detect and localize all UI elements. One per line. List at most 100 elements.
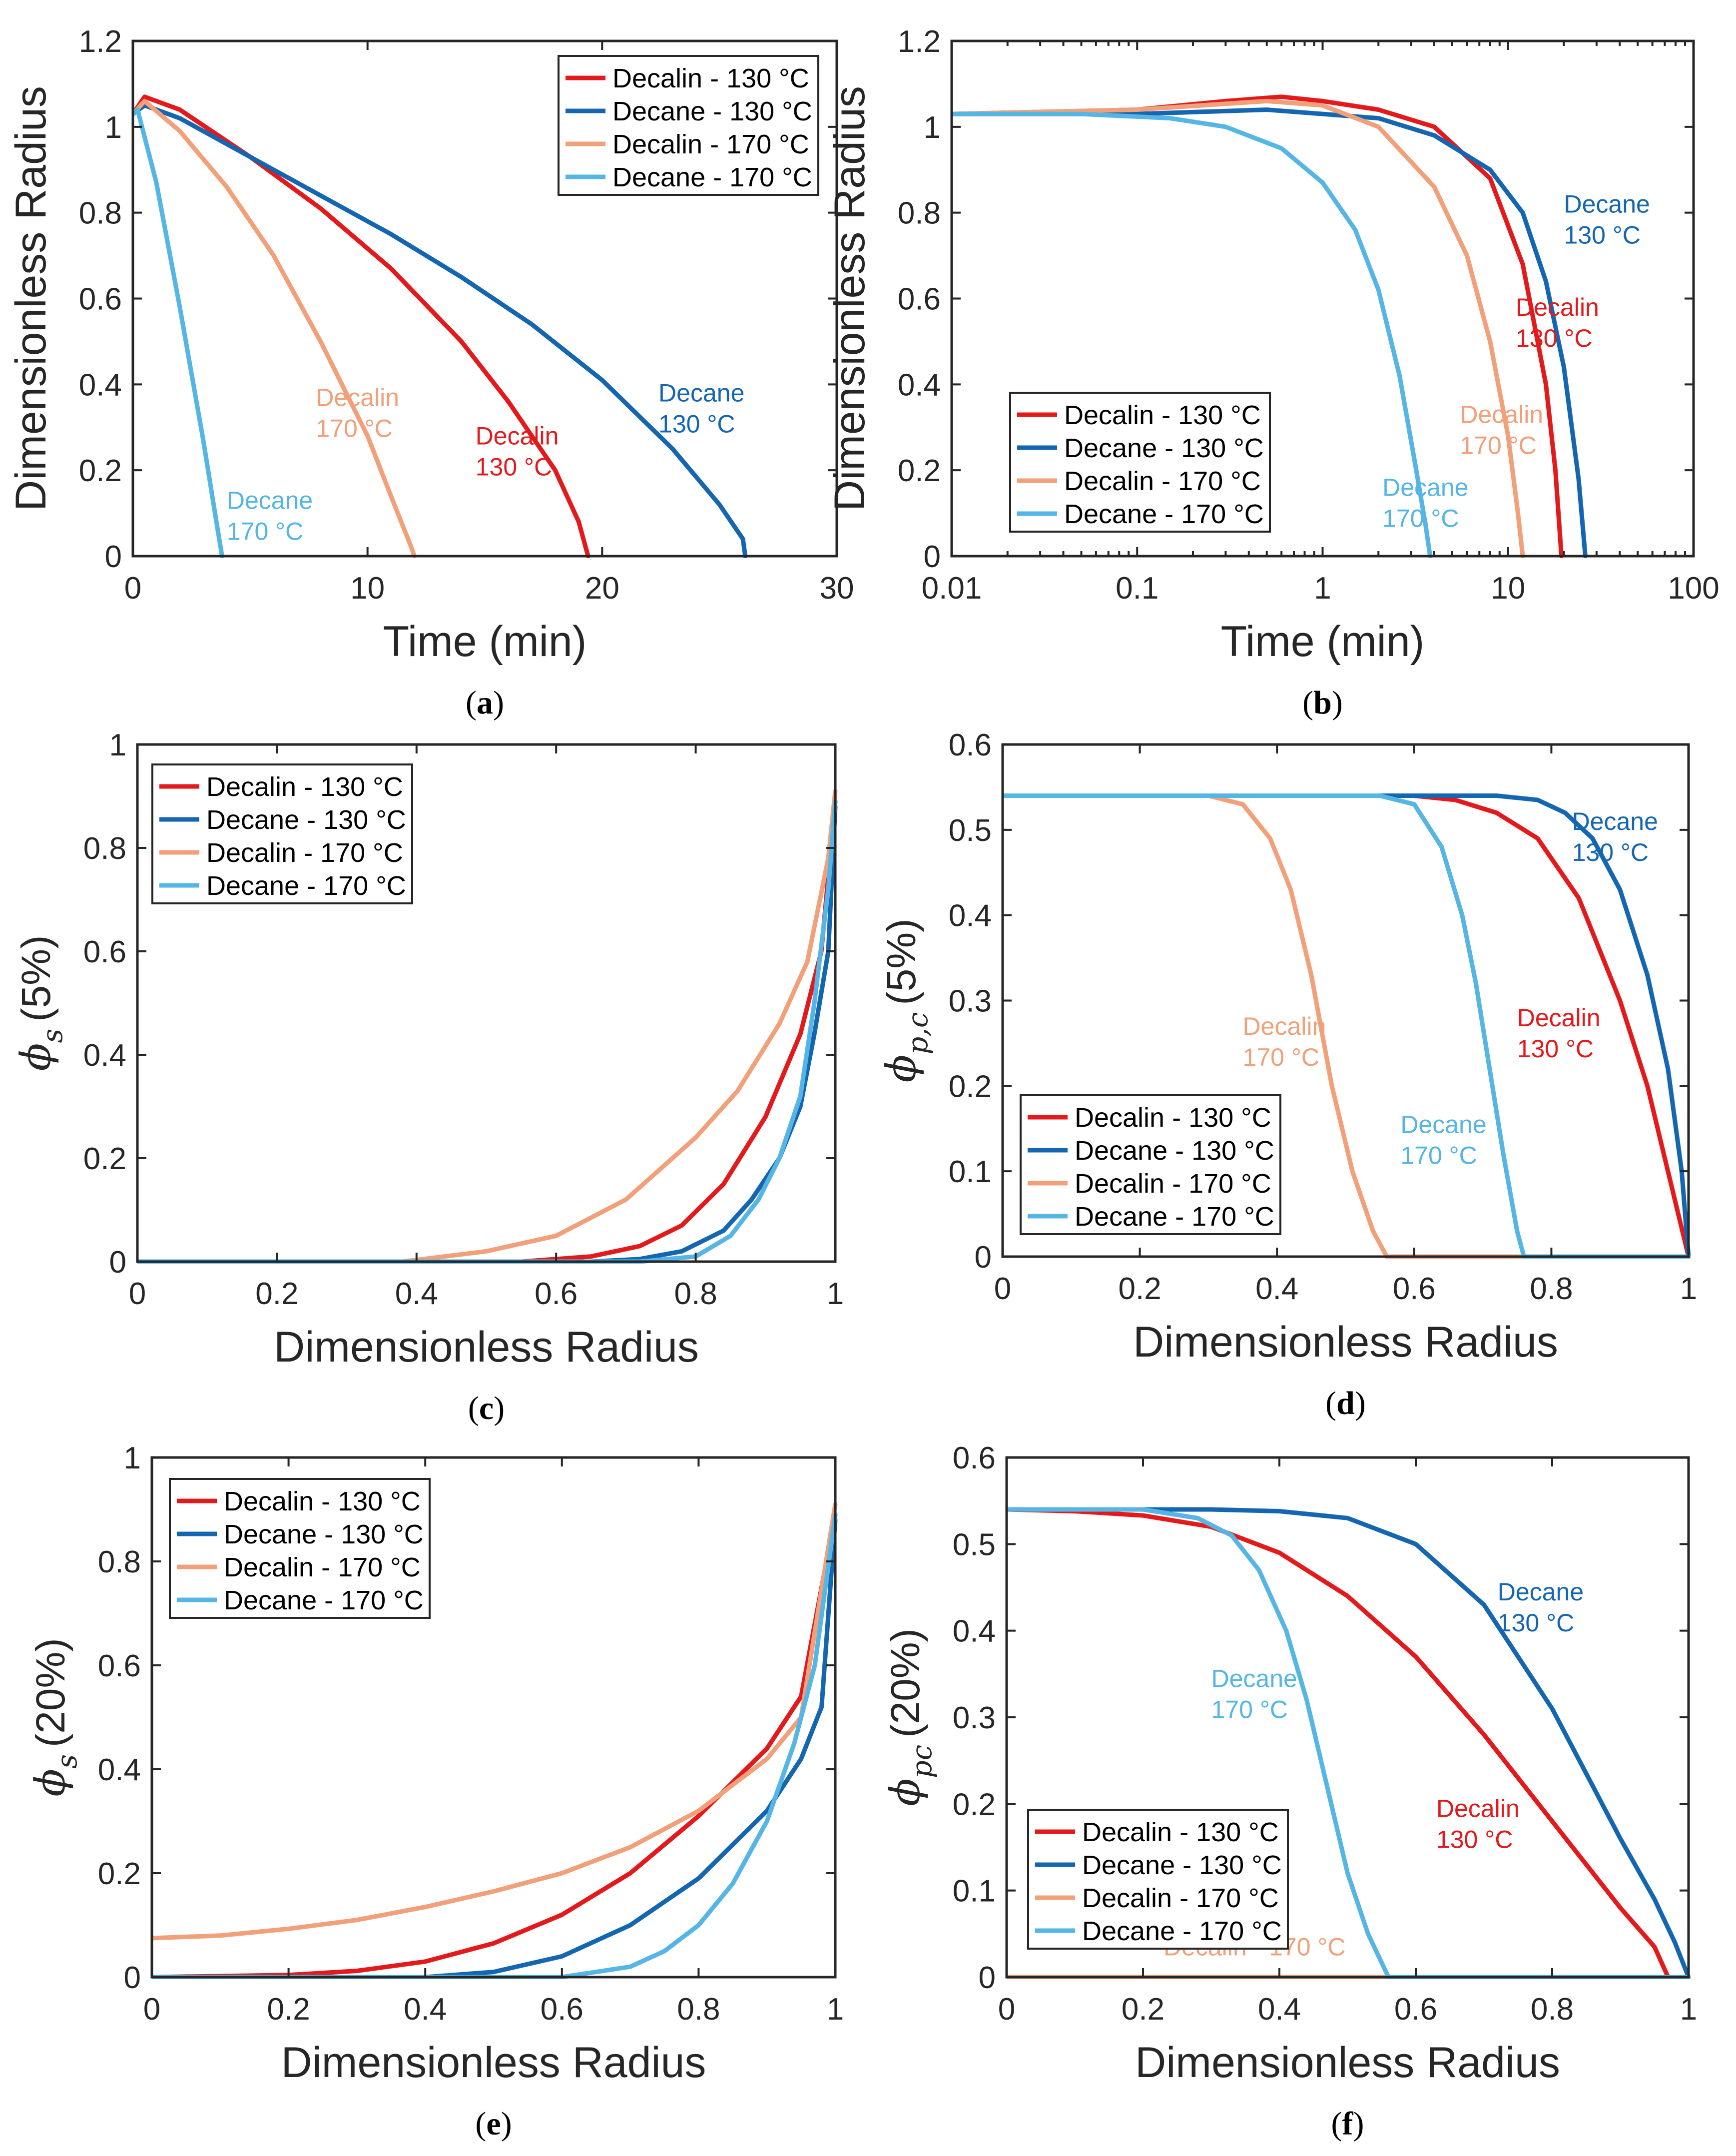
panel-label-paren-open: (: [468, 1390, 479, 1427]
x-tick-label: 1: [827, 1277, 844, 1311]
legend-entry-label: Decane - 130 °C: [1082, 1850, 1282, 1880]
y-tick-label: 0: [979, 1961, 996, 1995]
y-tick-label: 0: [109, 1245, 126, 1280]
legend-entry-label: Decane - 130 °C: [1075, 1136, 1274, 1166]
x-axis-title: Time (min): [1221, 618, 1425, 666]
chart-panel-e: 0 0.2 0.4 0.6 0.8 1 0 0.2 0.4 0.6 0.8 1 Dimensionles…: [27, 1441, 844, 2142]
series-line-decane-170-c: [152, 1512, 838, 1979]
y-tick-label: 0.8: [898, 196, 941, 231]
series-line-decane-130-c: [952, 107, 1588, 558]
x-tick-label: 0.01: [922, 571, 982, 606]
y-tick-label: 0.2: [79, 454, 122, 488]
y-axis-symbol: Dimensionless Radius: [7, 86, 55, 511]
x-tick-label: 0.4: [1255, 1272, 1298, 1306]
y-axis-title: Dimensionless Radius: [7, 86, 55, 511]
y-tick-label: 0.4: [98, 1753, 141, 1787]
curve-label: 130 °C: [1516, 324, 1592, 352]
y-tick-label: 0.4: [83, 1038, 126, 1073]
curve-label: 170 °C: [1460, 432, 1536, 460]
x-tick-label: 0.8: [1531, 1992, 1574, 2027]
x-tick-label: 20: [585, 571, 619, 606]
x-tick-label: 10: [350, 571, 385, 606]
panel-label-letter: e: [486, 2106, 501, 2142]
curve-label: 130 °C: [1517, 1035, 1594, 1063]
chart-panel-d: 0 0.2 0.4 0.6 0.8 1 0 0.1 0.2 0.3 0.4 0.5 0.6 Dimensi…: [878, 728, 1697, 1422]
legend-entry-label: Decalin - 130 °C: [1064, 400, 1261, 430]
y-axis-symbol: ϕ: [12, 1043, 60, 1071]
x-tick-label: 0.4: [1258, 1992, 1301, 2027]
curve-label: Decane: [1572, 807, 1658, 835]
panel-label: (e): [475, 2106, 512, 2142]
legend-entry-label: Decane - 170 °C: [1075, 1202, 1274, 1232]
y-tick-label: 0: [924, 540, 941, 574]
x-tick-label: 0.6: [1393, 1272, 1436, 1306]
panel-label-letter: a: [477, 685, 493, 721]
curve-label: 170 °C: [1243, 1043, 1319, 1071]
x-tick-label: 0.1: [1116, 571, 1158, 606]
legend-entry-label: Decalin - 130 °C: [1075, 1103, 1271, 1133]
x-tick-label: 0.4: [395, 1277, 438, 1311]
legend-entry-label: Decalin - 170 °C: [224, 1552, 421, 1582]
x-axis-title: Dimensionless Radius: [1135, 2039, 1560, 2087]
y-axis-symbol: ϕ: [882, 1778, 929, 1806]
y-tick-label: 0.5: [949, 813, 992, 848]
y-tick-label: 0.6: [898, 282, 941, 317]
curve-label: Decane: [1564, 190, 1650, 218]
curve-label: Decalin: [1460, 401, 1543, 429]
curve-label: 170 °C: [316, 414, 392, 442]
panel-label: (a): [466, 685, 504, 721]
curve-label: Decane: [658, 379, 744, 407]
series-line-decane-130-c: [1007, 1507, 1691, 1979]
y-axis-subscript: pc: [906, 1745, 938, 1778]
y-tick-label: 1: [105, 110, 122, 145]
curve-label: Decane: [1498, 1578, 1584, 1606]
legend-entry-label: Decane - 170 °C: [612, 162, 812, 192]
series-line-decalin-170-c: [137, 788, 838, 1264]
x-tick-label: 0: [129, 1277, 146, 1311]
curve-label: Decalin: [1517, 1004, 1601, 1032]
x-tick-label: 0.6: [1394, 1992, 1437, 2027]
chart-panel-c: 0 0.2 0.4 0.6 0.8 1 0 0.2 0.4 0.6 0.8 1 Dimensionles…: [12, 728, 844, 1427]
y-tick-label: 0.6: [83, 935, 126, 969]
curve-label: 130 °C: [658, 410, 735, 438]
panel-label-paren-open: (: [1325, 1385, 1336, 1422]
y-axis-subscript: s: [36, 1029, 69, 1043]
y-tick-label: 0.2: [898, 454, 941, 488]
y-tick-label: 0.4: [953, 1614, 996, 1649]
y-tick-label: 0.2: [949, 1069, 992, 1104]
y-tick-label: 0.6: [98, 1649, 141, 1683]
curve-label: Decalin: [1516, 293, 1599, 321]
x-tick-label: 30: [820, 571, 854, 606]
chart-panel-b: 0.01 0.1 1 10 100 0 0.2 0.4 0.6 0.8 1 1.2 Time (min)…: [826, 24, 1720, 721]
legend-entry-label: Decane - 170 °C: [206, 871, 406, 901]
x-tick-label: 0.2: [1122, 1992, 1164, 2027]
panel-label-paren-close: ): [493, 685, 504, 721]
x-tick-label: 0.2: [267, 1992, 310, 2027]
curve-label: 170 °C: [1211, 1695, 1288, 1723]
panel-label-paren-close: ): [501, 2106, 512, 2142]
legend-entry-label: Decane - 170 °C: [1082, 1916, 1282, 1946]
x-tick-label: 0: [994, 1272, 1011, 1306]
y-tick-label: 0.4: [898, 368, 941, 402]
series-line-decane-130-c: [133, 103, 748, 558]
x-axis-title: Time (min): [383, 618, 587, 666]
curve-label: 130 °C: [1572, 838, 1649, 866]
y-axis-unit: (5%): [13, 935, 59, 1022]
panel-label-paren-close: ): [1353, 2106, 1364, 2142]
x-tick-label: 0: [998, 1992, 1015, 2027]
panel-label-paren-close: ): [494, 1390, 505, 1427]
panel-label-paren-open: (: [466, 685, 477, 721]
series-line-decane-170-c: [952, 111, 1433, 558]
y-tick-label: 0.5: [953, 1527, 996, 1562]
curve-label: Decalin: [316, 383, 399, 411]
legend-entry-label: Decane - 170 °C: [1064, 499, 1264, 529]
y-axis-subscript: s: [51, 1754, 83, 1769]
x-tick-label: 1: [1680, 1272, 1697, 1306]
legend-entry-label: Decalin - 130 °C: [206, 772, 403, 802]
x-axis-title: Dimensionless Radius: [1133, 1318, 1558, 1366]
